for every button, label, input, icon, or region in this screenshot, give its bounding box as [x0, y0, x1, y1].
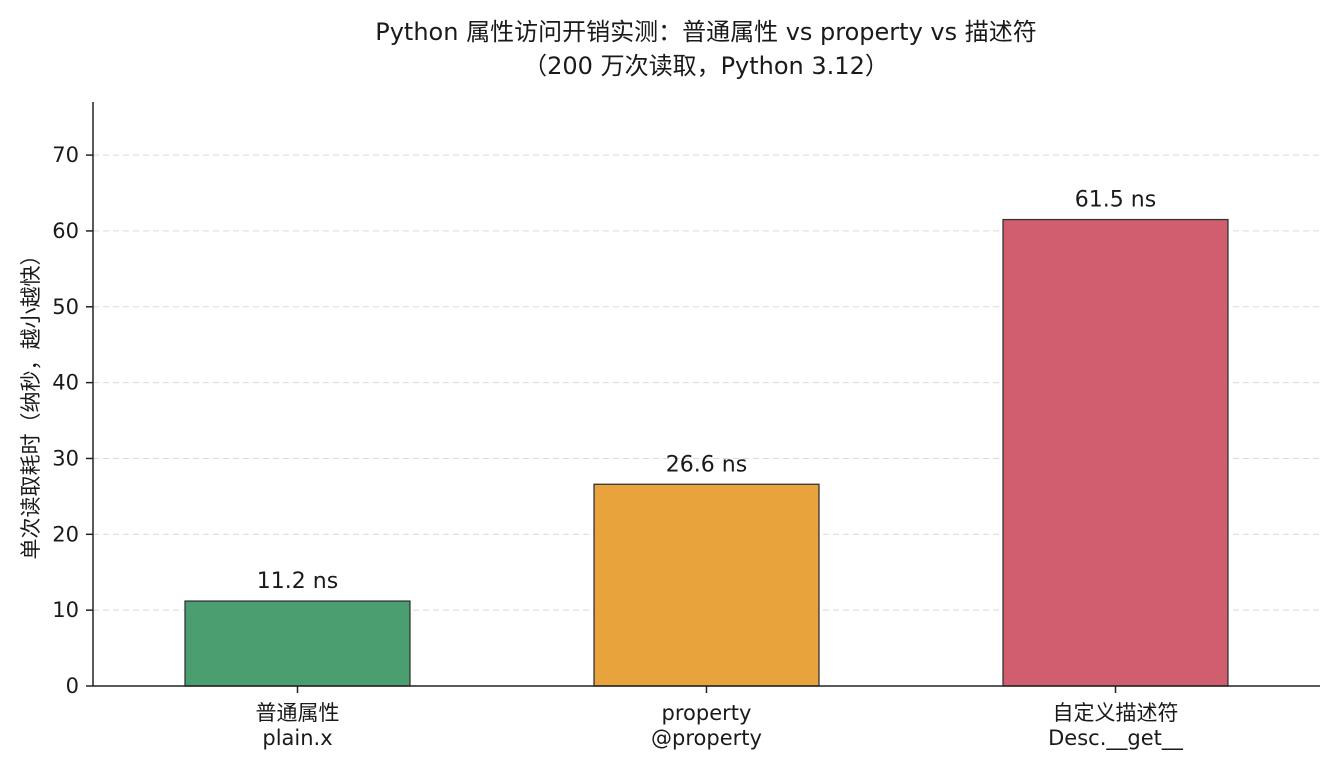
bars [184, 218, 1229, 687]
chart-subtitle: （200 万次读取，Python 3.12） [523, 52, 889, 80]
y-tick-label: 10 [52, 598, 79, 622]
x-tick-label: 自定义描述符 [1053, 701, 1179, 725]
x-tick-label-secondary: Desc.__get__ [1048, 726, 1183, 751]
chart-title: Python 属性访问开销实测：普通属性 vs property vs 描述符 [375, 18, 1037, 46]
bar-2 [593, 483, 820, 687]
y-tick-label: 30 [52, 446, 79, 470]
x-tick-label: property [662, 701, 752, 725]
grid-lines [93, 154, 1320, 611]
bar-value-label: 26.6 ns [666, 452, 747, 477]
y-tick-label: 0 [66, 674, 79, 698]
y-tick-label: 70 [52, 143, 79, 167]
y-tick-label: 50 [52, 295, 79, 319]
bar-1 [184, 600, 411, 687]
y-tick-label: 60 [52, 219, 79, 243]
x-tick-label-secondary: plain.x [262, 726, 332, 750]
bar-value-label: 11.2 ns [257, 569, 338, 594]
x-tick-label-secondary: @property [651, 726, 762, 750]
y-axis-label: 单次读取耗时（纳秒，越小越快） [19, 245, 43, 560]
bar-3 [1002, 218, 1229, 687]
bar-value-label: 61.5 ns [1075, 188, 1156, 213]
y-tick-label: 20 [52, 522, 79, 546]
axes [86, 102, 1320, 693]
y-tick-label: 40 [52, 371, 79, 395]
x-tick-label: 普通属性 [256, 701, 340, 725]
